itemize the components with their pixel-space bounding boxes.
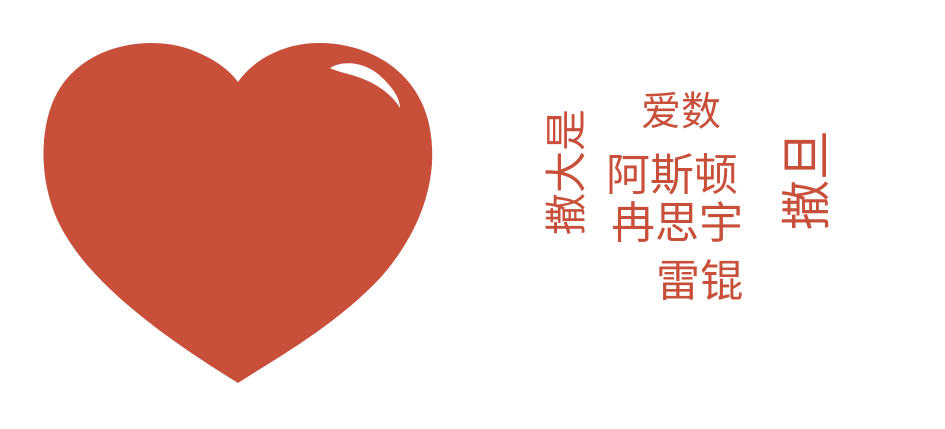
heart-icon [43,42,433,383]
word-ransiyu: 冉思宇 [611,198,743,249]
word-asidun: 阿斯顿 [606,150,738,201]
word-sari-vertical: 撒旦 [778,130,836,230]
word-sadashi-vertical: 撒大是 [542,108,591,236]
heart-shape [43,42,433,383]
word-leigun: 雷锟 [656,256,744,307]
word-aishu: 爱数 [641,89,721,135]
heart-highlight [330,63,400,108]
